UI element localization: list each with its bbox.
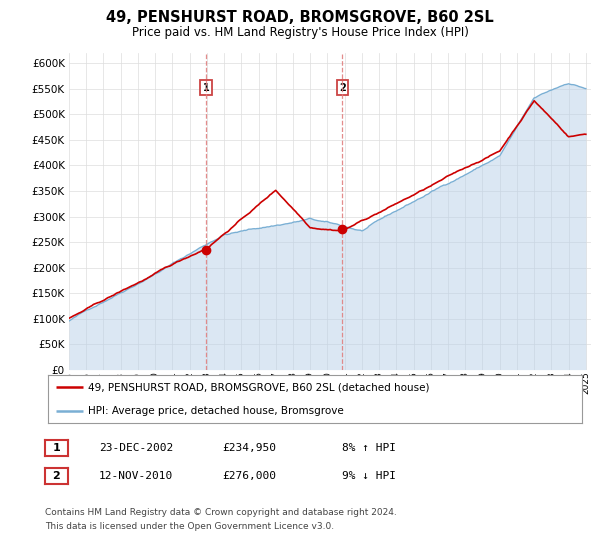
Text: Contains HM Land Registry data © Crown copyright and database right 2024.: Contains HM Land Registry data © Crown c…	[45, 508, 397, 517]
Text: 8% ↑ HPI: 8% ↑ HPI	[342, 443, 396, 453]
Text: HPI: Average price, detached house, Bromsgrove: HPI: Average price, detached house, Brom…	[88, 406, 344, 416]
Text: £234,950: £234,950	[222, 443, 276, 453]
Text: 12-NOV-2010: 12-NOV-2010	[99, 471, 173, 481]
Text: 1: 1	[53, 443, 60, 453]
Text: 1: 1	[203, 83, 209, 93]
Text: 23-DEC-2002: 23-DEC-2002	[99, 443, 173, 453]
Text: £276,000: £276,000	[222, 471, 276, 481]
Text: 2: 2	[339, 83, 346, 93]
Text: 9% ↓ HPI: 9% ↓ HPI	[342, 471, 396, 481]
Text: 49, PENSHURST ROAD, BROMSGROVE, B60 2SL: 49, PENSHURST ROAD, BROMSGROVE, B60 2SL	[106, 11, 494, 25]
Text: Price paid vs. HM Land Registry's House Price Index (HPI): Price paid vs. HM Land Registry's House …	[131, 26, 469, 39]
Text: 49, PENSHURST ROAD, BROMSGROVE, B60 2SL (detached house): 49, PENSHURST ROAD, BROMSGROVE, B60 2SL …	[88, 382, 430, 392]
Text: This data is licensed under the Open Government Licence v3.0.: This data is licensed under the Open Gov…	[45, 522, 334, 531]
Text: 2: 2	[53, 471, 60, 481]
